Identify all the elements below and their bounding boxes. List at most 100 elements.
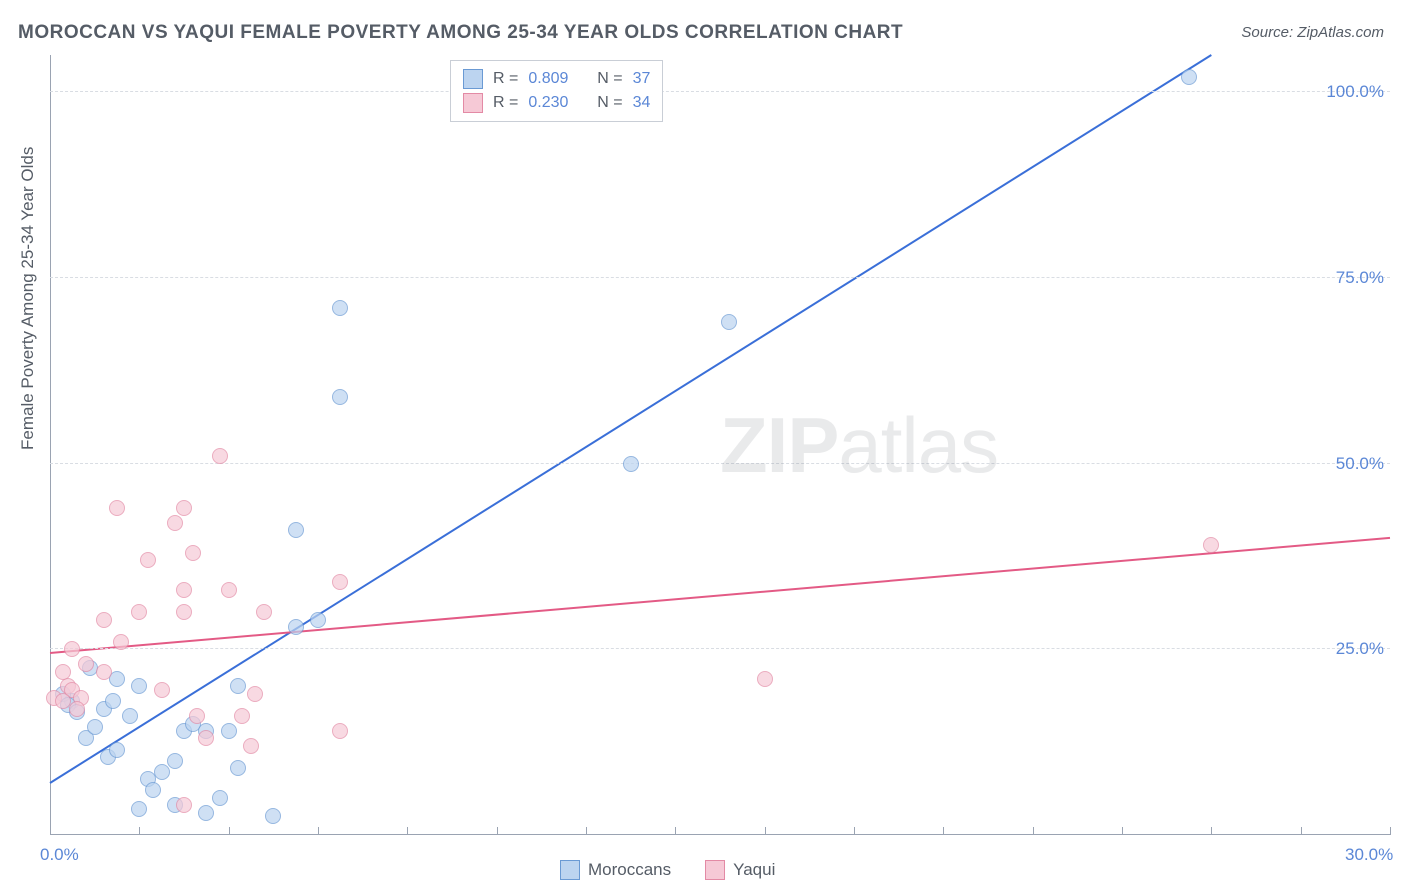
data-point <box>623 456 639 472</box>
trend-lines <box>50 55 1390 835</box>
data-point <box>332 723 348 739</box>
y-tick-label: 100.0% <box>1326 82 1384 102</box>
x-tick <box>675 827 676 835</box>
y-tick-label: 50.0% <box>1336 454 1384 474</box>
x-tick <box>1211 827 1212 835</box>
data-point <box>131 801 147 817</box>
data-point <box>96 612 112 628</box>
x-tick-label: 0.0% <box>40 845 79 865</box>
source-attribution: Source: ZipAtlas.com <box>1241 24 1384 41</box>
data-point <box>1203 537 1219 553</box>
legend-swatch <box>463 93 483 113</box>
x-tick-label: 30.0% <box>1345 845 1393 865</box>
data-point <box>221 582 237 598</box>
data-point <box>64 641 80 657</box>
legend-row: R = 0.230 N = 34 <box>463 91 650 115</box>
source-link[interactable]: ZipAtlas.com <box>1297 24 1384 41</box>
x-tick <box>1122 827 1123 835</box>
x-tick <box>586 827 587 835</box>
x-tick <box>318 827 319 835</box>
data-point <box>247 686 263 702</box>
legend-swatch <box>560 860 580 880</box>
data-point <box>221 723 237 739</box>
scatter-chart: 25.0%50.0%75.0%100.0%0.0%30.0% <box>50 55 1390 835</box>
legend-label: Moroccans <box>588 860 671 880</box>
legend-row: R = 0.809 N = 37 <box>463 67 650 91</box>
data-point <box>55 664 71 680</box>
trend-line <box>50 55 1211 783</box>
x-tick <box>854 827 855 835</box>
data-point <box>198 730 214 746</box>
data-point <box>122 708 138 724</box>
x-tick <box>50 827 51 835</box>
data-point <box>332 300 348 316</box>
data-point <box>167 753 183 769</box>
data-point <box>105 693 121 709</box>
page-title: MOROCCAN VS YAQUI FEMALE POVERTY AMONG 2… <box>18 22 903 44</box>
x-tick <box>139 827 140 835</box>
r-label: R = <box>493 94 518 112</box>
data-point <box>167 515 183 531</box>
r-value: 0.809 <box>528 70 568 88</box>
data-point <box>310 612 326 628</box>
data-point <box>230 760 246 776</box>
data-point <box>131 678 147 694</box>
data-point <box>757 671 773 687</box>
data-point <box>198 805 214 821</box>
legend-swatch <box>463 69 483 89</box>
data-point <box>256 604 272 620</box>
data-point <box>185 545 201 561</box>
data-point <box>332 574 348 590</box>
x-tick <box>497 827 498 835</box>
x-tick <box>1390 827 1391 835</box>
y-tick-label: 75.0% <box>1336 268 1384 288</box>
correlation-legend: R = 0.809 N = 37 R = 0.230 N = 34 <box>450 60 663 122</box>
n-value: 37 <box>633 70 651 88</box>
data-point <box>176 604 192 620</box>
gridline <box>50 648 1390 649</box>
x-axis <box>50 834 1390 835</box>
data-point <box>176 582 192 598</box>
x-tick <box>407 827 408 835</box>
gridline <box>50 277 1390 278</box>
source-label: Source: <box>1241 24 1293 41</box>
data-point <box>176 500 192 516</box>
data-point <box>230 678 246 694</box>
legend-swatch <box>705 860 725 880</box>
data-point <box>212 790 228 806</box>
data-point <box>1181 69 1197 85</box>
data-point <box>243 738 259 754</box>
data-point <box>265 808 281 824</box>
data-point <box>332 389 348 405</box>
n-label: N = <box>597 94 622 112</box>
data-point <box>109 742 125 758</box>
n-label: N = <box>597 70 622 88</box>
r-label: R = <box>493 70 518 88</box>
legend-label: Yaqui <box>733 860 775 880</box>
legend-item: Moroccans <box>560 860 671 880</box>
data-point <box>131 604 147 620</box>
data-point <box>145 782 161 798</box>
series-legend: Moroccans Yaqui <box>560 860 775 880</box>
data-point <box>96 664 112 680</box>
data-point <box>154 764 170 780</box>
legend-item: Yaqui <box>705 860 775 880</box>
x-tick <box>943 827 944 835</box>
data-point <box>109 500 125 516</box>
data-point <box>154 682 170 698</box>
data-point <box>109 671 125 687</box>
x-tick <box>765 827 766 835</box>
y-axis <box>50 55 51 835</box>
data-point <box>234 708 250 724</box>
r-value: 0.230 <box>528 94 568 112</box>
n-value: 34 <box>633 94 651 112</box>
data-point <box>78 656 94 672</box>
x-tick <box>229 827 230 835</box>
data-point <box>176 797 192 813</box>
x-tick <box>1301 827 1302 835</box>
data-point <box>212 448 228 464</box>
data-point <box>288 522 304 538</box>
gridline <box>50 91 1390 92</box>
x-tick <box>1033 827 1034 835</box>
y-axis-label: Female Poverty Among 25-34 Year Olds <box>18 147 38 450</box>
